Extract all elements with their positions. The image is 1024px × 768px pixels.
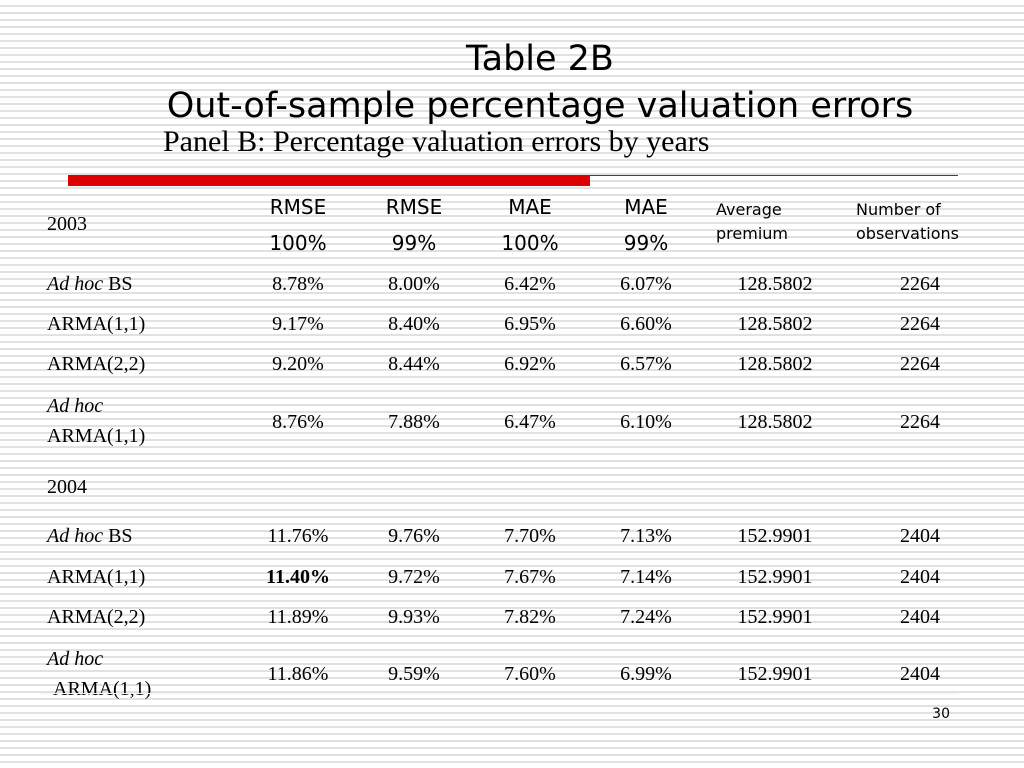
red-divider-line xyxy=(590,175,958,176)
table-cell: 152.9901 xyxy=(737,663,813,685)
table-cell: 9.72% xyxy=(388,566,440,588)
header-number-of-observations-line2: observations xyxy=(856,224,959,243)
table-cell: 8.40% xyxy=(388,313,440,335)
table-cell: 6.57% xyxy=(620,353,672,375)
header-number-of-observations-line1: Number of xyxy=(856,200,941,219)
table-cell: 6.95% xyxy=(504,313,556,335)
table-cell: 2264 xyxy=(900,313,940,335)
bottom-divider xyxy=(40,693,958,694)
row-label-rest: BS xyxy=(103,525,133,547)
row-label-italic: Ad hoc xyxy=(47,395,104,417)
table-cell: 2404 xyxy=(900,566,940,588)
red-divider-bar xyxy=(68,175,590,186)
table-cell: 9.76% xyxy=(388,525,440,547)
table-cell: 7.82% xyxy=(504,606,556,628)
table-cell: 9.17% xyxy=(272,313,324,335)
table-cell: 7.88% xyxy=(388,411,440,433)
row-label: ARMA(2,2) xyxy=(47,353,145,375)
header-rmse-100-top: RMSE xyxy=(269,195,327,219)
row-label-rest: BS xyxy=(103,273,133,295)
table-cell: 152.9901 xyxy=(737,606,813,628)
row-label: Ad hoc BS xyxy=(47,525,133,547)
table-cell: 128.5802 xyxy=(737,353,813,375)
table-cell: 128.5802 xyxy=(737,313,813,335)
table-cell: 9.93% xyxy=(388,606,440,628)
table-cell: 7.70% xyxy=(504,525,556,547)
table-cell: 11.76% xyxy=(267,525,329,547)
table-cell: 11.89% xyxy=(267,606,329,628)
table-cell: 7.24% xyxy=(620,606,672,628)
table-cell: 8.78% xyxy=(272,273,324,295)
row-label-italic: Ad hoc xyxy=(47,273,104,295)
table-cell: 6.10% xyxy=(620,411,672,433)
slide-title: Table 2B xyxy=(466,39,614,79)
table-cell: 2264 xyxy=(900,273,940,295)
table-cell: 6.92% xyxy=(504,353,556,375)
table-cell: 6.07% xyxy=(620,273,672,295)
table-cell: 2264 xyxy=(900,353,940,375)
header-mae-100-bottom: 100% xyxy=(501,231,559,255)
table-cell: 2264 xyxy=(900,411,940,433)
header-rmse-99-top: RMSE xyxy=(385,195,443,219)
header-rmse-100-bottom: 100% xyxy=(269,231,327,255)
table-cell: 7.14% xyxy=(620,566,672,588)
header-average-premium-line1: Average xyxy=(716,200,782,219)
row-label-rest: ARMA(1,1) xyxy=(53,678,152,700)
table-cell: 11.86% xyxy=(267,663,329,685)
table-cell: 6.99% xyxy=(620,663,672,685)
table-cell: 152.9901 xyxy=(737,566,813,588)
table-cell: 8.76% xyxy=(272,411,324,433)
row-label-rest: ARMA(1,1) xyxy=(47,425,146,447)
row-label: ARMA(2,2) xyxy=(47,606,145,628)
table-cell: 7.60% xyxy=(504,663,556,685)
header-rmse-99-bottom: 99% xyxy=(391,231,437,255)
table-cell: 6.42% xyxy=(504,273,556,295)
row-label-italic: Ad hoc xyxy=(47,648,104,670)
table-cell: 8.44% xyxy=(388,353,440,375)
year-2003-label: 2003 xyxy=(47,213,87,235)
page-number: 30 xyxy=(932,706,950,722)
year-2004-label: 2004 xyxy=(47,476,87,498)
header-mae-99-bottom: 99% xyxy=(623,231,669,255)
table-cell: 2404 xyxy=(900,663,940,685)
row-label-italic: Ad hoc xyxy=(47,525,104,547)
table-cell: 152.9901 xyxy=(737,525,813,547)
row-label: ARMA(1,1) xyxy=(47,566,145,588)
header-mae-100-top: MAE xyxy=(508,195,552,219)
panel-title: Panel B: Percentage valuation errors by … xyxy=(163,125,710,158)
row-label: Ad hoc BS xyxy=(47,273,133,295)
header-average-premium-line2: premium xyxy=(716,224,788,243)
row-label-rest: ARMA(1,1) xyxy=(47,566,146,588)
header-mae-99-top: MAE xyxy=(624,195,668,219)
row-label-rest: ARMA(2,2) xyxy=(47,353,146,375)
table-cell: 9.20% xyxy=(272,353,324,375)
table-cell: 9.59% xyxy=(388,663,440,685)
table-cell: 7.67% xyxy=(504,566,556,588)
table-cell: 6.47% xyxy=(504,411,556,433)
row-label-rest: ARMA(1,1) xyxy=(47,313,146,335)
row-label-rest: ARMA(2,2) xyxy=(47,606,146,628)
slide-subtitle: Out-of-sample percentage valuation error… xyxy=(166,86,914,126)
table-cell: 128.5802 xyxy=(737,273,813,295)
table-cell: 7.13% xyxy=(620,525,672,547)
table-cell: 2404 xyxy=(900,606,940,628)
table-cell-highlighted: 11.40% xyxy=(266,566,330,588)
table-cell: 8.00% xyxy=(388,273,440,295)
table-cell: 2404 xyxy=(900,525,940,547)
row-label: ARMA(1,1) xyxy=(47,313,145,335)
table-cell: 6.60% xyxy=(620,313,672,335)
table-cell: 128.5802 xyxy=(737,411,813,433)
